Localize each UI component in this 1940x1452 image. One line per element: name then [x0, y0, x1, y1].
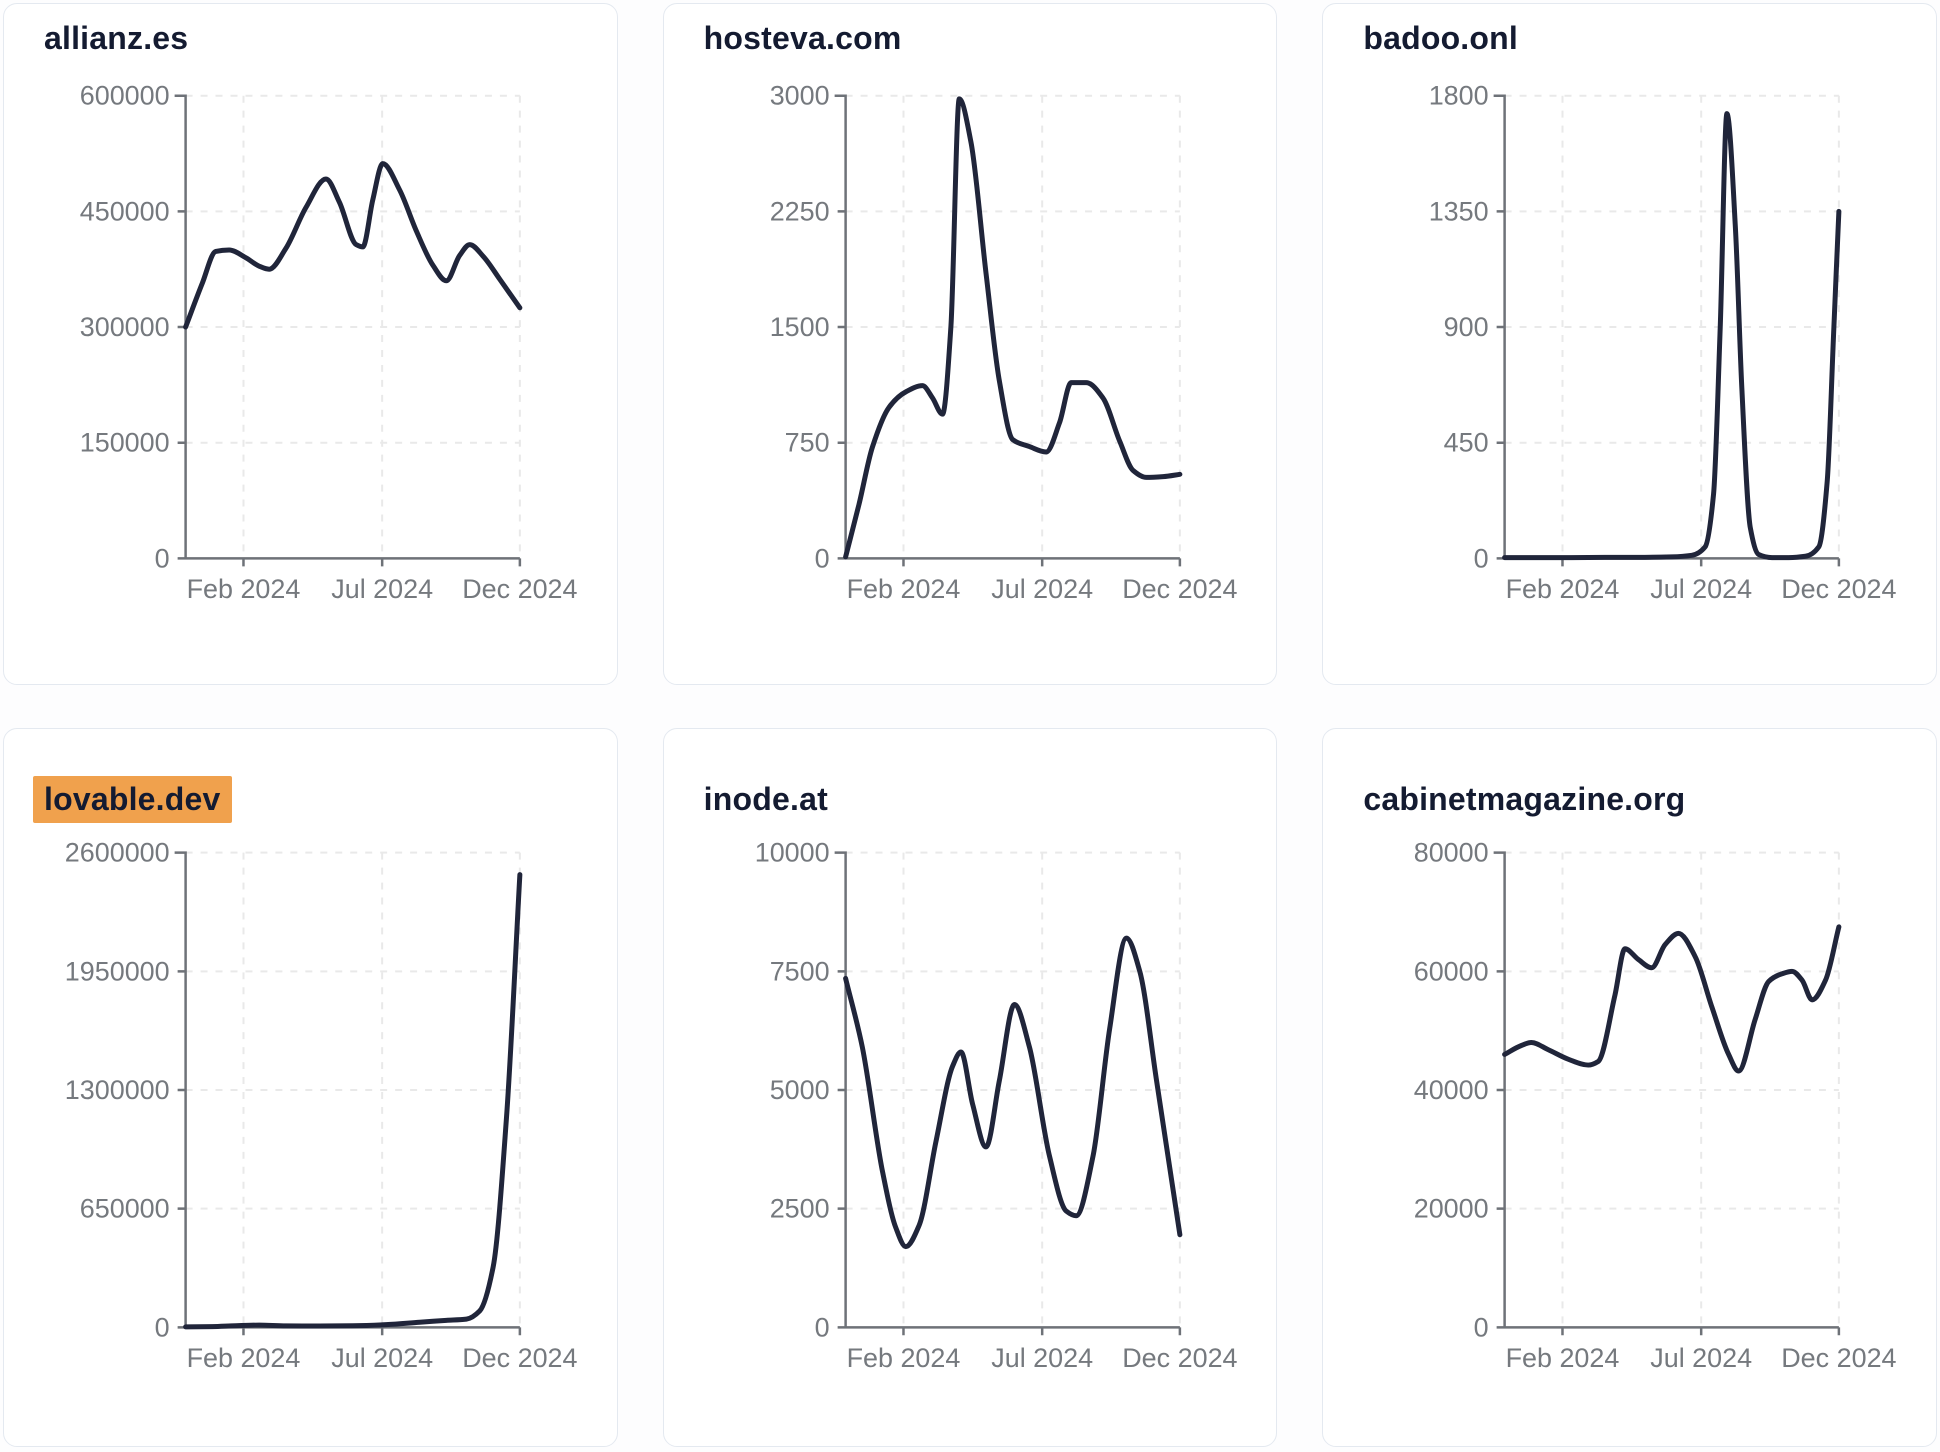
svg-text:1300000: 1300000 — [65, 1075, 170, 1105]
chart-title: hosteva.com — [704, 20, 902, 57]
svg-text:Dec 2024: Dec 2024 — [462, 1343, 577, 1373]
svg-text:300000: 300000 — [80, 312, 170, 342]
line-chart: 0 150000 300000 450000 600000 Feb 2024 Jul 202… — [80, 81, 578, 605]
svg-text:Feb 2024: Feb 2024 — [1506, 574, 1620, 604]
chart-card: cabinetmagazine.org 0 20000 40000 60000 8000… — [1322, 728, 1937, 1447]
chart-card: inode.at 0 2500 5000 7500 10000 Feb 2024 Jul 2… — [662, 728, 1278, 1447]
chart-card: hosteva.com 0 750 1500 2250 3000 Feb 2024 Jul … — [662, 3, 1278, 685]
chart-title: badoo.onl — [1363, 20, 1518, 57]
svg-text:0: 0 — [155, 1312, 170, 1342]
svg-text:Dec 2024: Dec 2024 — [1122, 574, 1237, 604]
svg-text:Feb 2024: Feb 2024 — [1506, 1343, 1620, 1373]
svg-text:60000: 60000 — [1414, 956, 1489, 986]
svg-text:Jul 2024: Jul 2024 — [331, 1343, 433, 1373]
svg-text:Dec 2024: Dec 2024 — [1782, 1343, 1897, 1373]
svg-text:0: 0 — [814, 543, 829, 573]
chart-title: lovable.dev — [33, 776, 232, 823]
svg-text:900: 900 — [1444, 312, 1489, 342]
svg-text:0: 0 — [814, 1312, 829, 1342]
chart-title-text: lovable.dev — [33, 776, 232, 823]
svg-text:600000: 600000 — [80, 81, 170, 111]
chart-title: cabinetmagazine.org — [1363, 781, 1685, 818]
line-chart: 0 20000 40000 60000 80000 Feb 2024 Jul 2024 Dec… — [1414, 838, 1897, 1374]
svg-text:3000: 3000 — [769, 81, 829, 111]
chart-card: allianz.es 0 150000 300000 450000 600000 Feb … — [3, 3, 618, 685]
svg-text:10000: 10000 — [754, 838, 829, 868]
chart-title-text: allianz.es — [44, 20, 189, 56]
svg-text:5000: 5000 — [769, 1075, 829, 1105]
svg-text:150000: 150000 — [80, 428, 170, 458]
line-chart: 0 2500 5000 7500 10000 Feb 2024 Jul 2024 Dec 20… — [754, 838, 1237, 1374]
svg-text:1950000: 1950000 — [65, 956, 170, 986]
svg-text:1500: 1500 — [769, 312, 829, 342]
svg-text:7500: 7500 — [769, 956, 829, 986]
svg-text:40000: 40000 — [1414, 1075, 1489, 1105]
svg-text:2600000: 2600000 — [65, 838, 170, 868]
svg-text:Jul 2024: Jul 2024 — [991, 1343, 1093, 1373]
svg-text:450000: 450000 — [80, 196, 170, 226]
svg-text:Feb 2024: Feb 2024 — [187, 574, 301, 604]
svg-text:Dec 2024: Dec 2024 — [1122, 1343, 1237, 1373]
chart-title: inode.at — [704, 781, 828, 818]
svg-text:Jul 2024: Jul 2024 — [331, 574, 433, 604]
chart-title-text: badoo.onl — [1363, 20, 1518, 56]
svg-text:750: 750 — [784, 428, 829, 458]
svg-text:0: 0 — [155, 543, 170, 573]
svg-text:1800: 1800 — [1429, 81, 1489, 111]
chart-title-text: inode.at — [703, 781, 828, 817]
svg-text:0: 0 — [1474, 1312, 1489, 1342]
chart-title: allianz.es — [44, 20, 188, 57]
svg-text:1350: 1350 — [1429, 196, 1489, 226]
line-chart: 0 750 1500 2250 3000 Feb 2024 Jul 2024 Dec 2024 — [769, 81, 1237, 605]
svg-text:2500: 2500 — [769, 1194, 829, 1224]
svg-text:Jul 2024: Jul 2024 — [1651, 1343, 1753, 1373]
svg-text:650000: 650000 — [80, 1194, 170, 1224]
svg-text:80000: 80000 — [1414, 838, 1489, 868]
line-chart: 0 450 900 1350 1800 Feb 2024 Jul 2024 Dec 2024 — [1429, 81, 1897, 605]
chart-title-text: hosteva.com — [703, 20, 902, 56]
chart-card: lovable.dev 0 650000 1300000 1950000 2600000… — [3, 728, 618, 1447]
svg-text:Feb 2024: Feb 2024 — [187, 1343, 301, 1373]
chart-title-text: cabinetmagazine.org — [1363, 781, 1686, 817]
line-chart: 0 650000 1300000 1950000 2600000 Feb 2024 Jul … — [65, 838, 578, 1374]
svg-text:Dec 2024: Dec 2024 — [462, 574, 577, 604]
svg-text:Feb 2024: Feb 2024 — [846, 1343, 960, 1373]
svg-text:2250: 2250 — [769, 196, 829, 226]
svg-text:Jul 2024: Jul 2024 — [1651, 574, 1753, 604]
svg-text:20000: 20000 — [1414, 1194, 1489, 1224]
svg-text:Dec 2024: Dec 2024 — [1782, 574, 1897, 604]
svg-text:0: 0 — [1474, 543, 1489, 573]
chart-card: badoo.onl 0 450 900 1350 1800 Feb 2024 Jul 202… — [1322, 3, 1937, 685]
svg-text:Feb 2024: Feb 2024 — [846, 574, 960, 604]
svg-text:450: 450 — [1444, 428, 1489, 458]
svg-text:Jul 2024: Jul 2024 — [991, 574, 1093, 604]
